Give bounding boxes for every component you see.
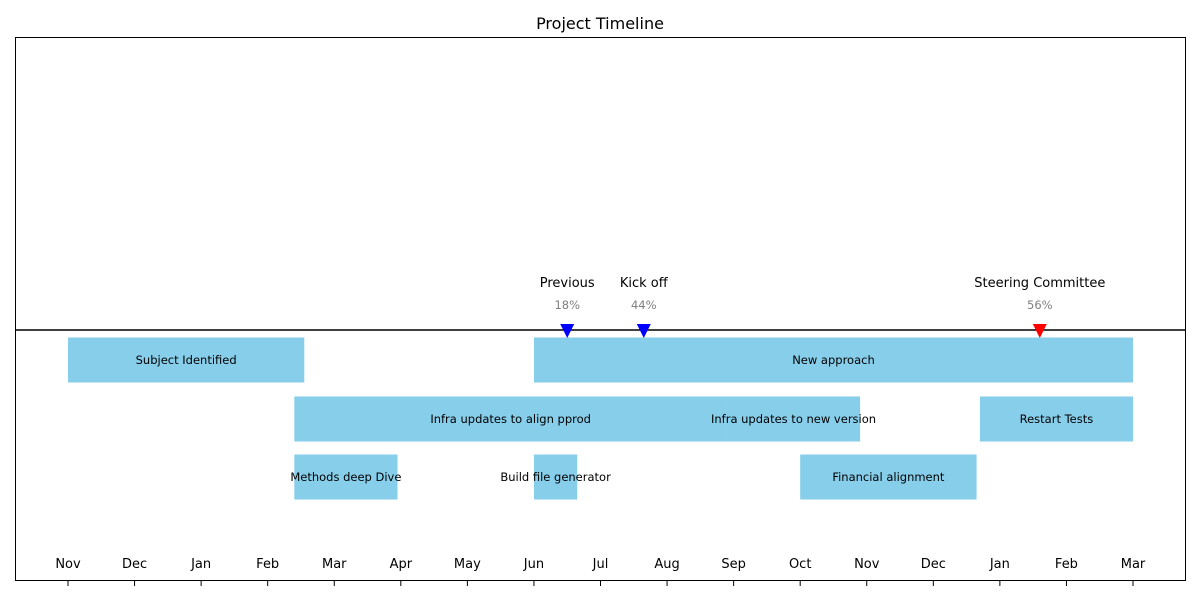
x-tick-label: Dec bbox=[921, 557, 946, 572]
plot-frame bbox=[15, 37, 1186, 581]
task-label: Subject Identified bbox=[136, 353, 237, 367]
task-bar-group: Infra updates to new version bbox=[711, 396, 876, 442]
task-bar bbox=[294, 454, 398, 500]
milestone-label: Kick off bbox=[620, 276, 669, 291]
x-tick-label: Feb bbox=[256, 557, 279, 572]
task-bar bbox=[726, 396, 861, 442]
task-bar-group: Build file generator bbox=[500, 454, 611, 500]
task-bar bbox=[294, 396, 727, 442]
x-tick-label: Mar bbox=[1121, 557, 1146, 572]
task-label: New approach bbox=[792, 353, 875, 367]
task-label: Infra updates to new version bbox=[711, 412, 876, 426]
task-label: Infra updates to align pprod bbox=[430, 412, 591, 426]
task-bar-group: Infra updates to align pprod bbox=[294, 396, 727, 442]
x-tick-label: Mar bbox=[322, 557, 347, 572]
chart-title: Project Timeline bbox=[536, 14, 664, 33]
milestone-percent: 44% bbox=[631, 298, 657, 312]
x-tick-label: Nov bbox=[55, 557, 81, 572]
x-tick-label: May bbox=[454, 557, 481, 572]
x-axis-ticks: Nov Dec Jan Feb Mar Apr May Jun Jul Aug Sep Oct Nov D… bbox=[55, 557, 1146, 586]
task-bar bbox=[533, 454, 578, 500]
task-label: Financial alignment bbox=[832, 470, 945, 484]
task-bar-group: Restart Tests bbox=[979, 396, 1133, 442]
milestone-percent: 18% bbox=[554, 298, 580, 312]
x-tick-label: Apr bbox=[390, 557, 413, 572]
x-tick-label: Jun bbox=[523, 557, 544, 572]
milestone-marker bbox=[1032, 324, 1047, 338]
task-bar bbox=[68, 337, 305, 383]
x-tick-label: Aug bbox=[654, 557, 679, 572]
x-tick-label: Jul bbox=[592, 557, 609, 572]
x-tick-label: Feb bbox=[1055, 557, 1078, 572]
task-bar-group: New approach bbox=[533, 337, 1133, 383]
task-bar bbox=[533, 337, 1133, 383]
milestone-marker bbox=[560, 324, 575, 338]
x-tick-label: Oct bbox=[789, 557, 811, 572]
x-tick-label: Sep bbox=[721, 557, 746, 572]
milestone-marker bbox=[636, 324, 651, 338]
x-tick-label: Jan bbox=[190, 557, 211, 572]
milestones: 18% Previous 44% Kick off 56% Steering Commit… bbox=[540, 276, 1105, 338]
milestone: 18% Previous bbox=[540, 276, 595, 338]
task-label: Methods deep Dive bbox=[290, 470, 401, 484]
x-tick-label: Dec bbox=[122, 557, 147, 572]
task-bar bbox=[979, 396, 1133, 442]
task-label: Build file generator bbox=[500, 470, 611, 484]
task-bar-group: Subject Identified bbox=[68, 337, 305, 383]
milestone-label: Steering Committee bbox=[974, 276, 1105, 291]
task-bar-group: Financial alignment bbox=[800, 454, 977, 500]
task-bar-group: Methods deep Dive bbox=[290, 454, 401, 500]
task-bar bbox=[800, 454, 977, 500]
task-label: Restart Tests bbox=[1020, 412, 1094, 426]
milestone: 44% Kick off bbox=[620, 276, 669, 338]
task-bars: Subject Identified New approach Infra upda… bbox=[68, 337, 1133, 500]
x-tick-label: Nov bbox=[854, 557, 880, 572]
x-tick-label: Jan bbox=[989, 557, 1010, 572]
milestone-label: Previous bbox=[540, 276, 595, 291]
milestone: 56% Steering Committee bbox=[974, 276, 1105, 338]
milestone-percent: 56% bbox=[1027, 298, 1053, 312]
